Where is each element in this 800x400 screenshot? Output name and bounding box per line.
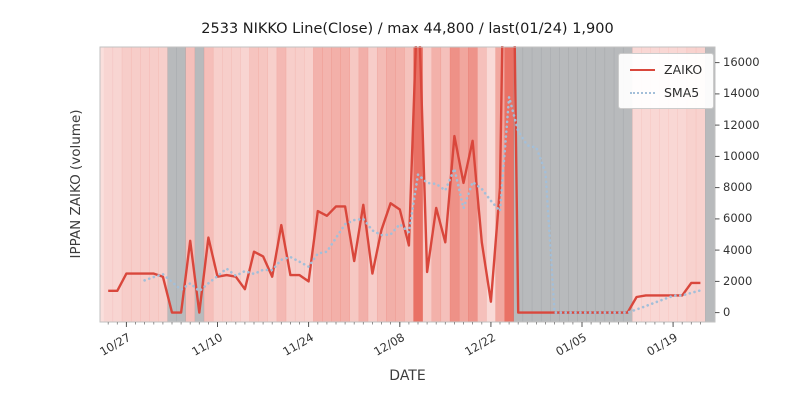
legend: ZAIKO SMA5 <box>618 53 715 109</box>
legend-item-zaiko: ZAIKO <box>630 62 702 77</box>
chart-title: 2533 NIKKO Line(Close) / max 44,800 / la… <box>201 21 614 37</box>
sma5-line-swatch <box>630 91 655 94</box>
x-axis-label: DATE <box>389 368 426 384</box>
legend-item-sma5: SMA5 <box>630 85 702 100</box>
legend-label-zaiko: ZAIKO <box>664 62 703 77</box>
legend-label-sma5: SMA5 <box>664 85 700 100</box>
zaiko-line-swatch <box>630 68 655 71</box>
y-axis-label: IPPAN ZAIKO (volume) <box>68 109 84 259</box>
